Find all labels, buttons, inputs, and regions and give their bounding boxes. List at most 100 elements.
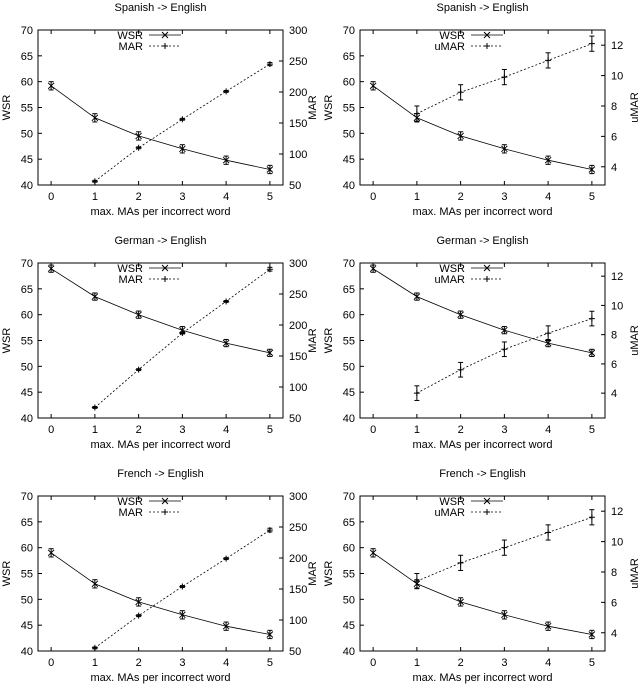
marker-x [413,293,421,300]
y-right-tick-label: 300 [289,491,307,503]
x-tick-label: 2 [458,657,464,669]
data-point-wsr [588,164,596,175]
legend-marker-plus [484,509,490,515]
marker-plus [91,178,98,185]
y-right-tick-label: 250 [289,522,307,534]
marker-plus [223,88,230,95]
y-right-axis-label: MAR [307,328,319,353]
x-tick-label: 2 [136,191,142,203]
data-point-wsr [266,629,274,640]
y-left-axis-label: WSR [1,561,13,587]
data-point-wsr [588,629,596,640]
data-point-mar [223,555,230,562]
x-tick-label: 5 [267,191,273,203]
marker-plus [501,346,508,353]
legend-label: MAR [119,274,144,286]
y-left-tick-label: 55 [343,336,355,348]
x-tick-label: 3 [179,657,185,669]
data-point-wsr [457,597,464,607]
marker-plus [266,61,273,68]
y-left-tick-label: 40 [21,413,33,425]
legend-label: WSR [117,496,143,508]
legend-marker-plus [162,43,168,49]
marker-x [266,631,274,638]
x-tick-label: 1 [92,191,98,203]
marker-x [501,145,508,153]
marker-x [135,598,142,606]
data-point-mar [223,88,230,95]
marker-plus [545,529,552,536]
data-point-wsr [266,164,274,175]
chart-panel-es-umar: Spanish -> English 0 1 2 3 4 5 40 45 50 55 60 65 70 4 6… [322,0,644,229]
data-point-wsr [369,81,377,91]
y-left-tick-label: 60 [21,310,33,322]
y-right-tick-label: 200 [289,553,307,565]
data-point-wsr [135,131,142,141]
x-axis-label: max. MAs per incorrect word [91,206,231,218]
x-tick-label: 5 [589,424,595,436]
y-left-tick-label: 45 [21,154,33,166]
data-point-wsr [457,131,464,141]
legend-marker-plus [484,43,490,49]
data-point-wsr [47,81,55,91]
data-point-umar [501,539,508,556]
marker-plus [266,527,273,534]
legend-label: MAR [119,41,144,53]
y-left-tick-label: 65 [21,284,33,296]
plot-frame [359,495,606,652]
y-right-tick-label: 150 [289,118,307,130]
marker-plus [545,330,552,337]
series-line-mar [94,63,271,182]
data-point-umar [413,385,420,401]
marker-x [135,132,142,140]
x-tick-label: 4 [545,191,551,203]
marker-x [369,549,377,557]
marker-x [179,145,186,153]
x-tick-label: 0 [370,657,376,669]
marker-x [91,580,99,588]
data-point-wsr [91,292,99,301]
marker-plus [223,555,230,562]
marker-plus [457,366,464,373]
plot-frame [359,262,606,419]
legend-marker-x [161,31,169,39]
data-point-mar [135,366,142,373]
y-right-tick-label: 12 [611,40,623,52]
y-left-tick-label: 55 [343,103,355,115]
data-point-mar [266,527,273,534]
marker-x [91,293,99,300]
y-right-tick-label: 250 [289,289,307,301]
y-left-tick-label: 40 [343,646,355,658]
y-left-tick-label: 65 [343,51,355,63]
series-line-wsr [50,268,270,354]
y-left-tick-label: 65 [21,51,33,63]
data-point-wsr [369,548,377,558]
legend-label: WSR [439,30,465,42]
data-point-umar [457,554,464,571]
y-right-axis-label: MAR [307,95,319,120]
y-left-tick-label: 60 [343,310,355,322]
data-point-umar [501,341,508,358]
y-left-tick-label: 70 [21,258,33,270]
y-left-tick-label: 60 [21,77,33,89]
y-left-tick-label: 60 [21,543,33,555]
data-point-wsr [135,597,142,607]
marker-x [501,326,508,334]
marker-x [222,156,230,164]
marker-x [222,622,230,630]
y-right-tick-label: 8 [611,330,617,342]
marker-x [369,82,377,90]
x-tick-label: 0 [48,657,54,669]
y-right-tick-label: 6 [611,359,617,371]
data-point-mar [179,330,186,337]
data-point-umar [457,361,464,378]
y-right-tick-label: 4 [611,162,617,174]
chart-title: German -> English [436,235,528,247]
data-point-umar [588,310,595,327]
data-point-wsr [222,155,230,165]
data-point-wsr [91,579,99,589]
y-right-tick-label: 10 [611,300,623,312]
chart-title: French -> English [439,468,526,480]
